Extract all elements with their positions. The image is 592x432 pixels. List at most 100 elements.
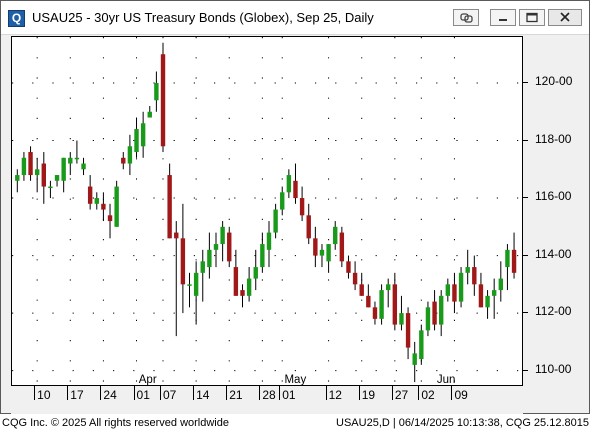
candle <box>313 226 318 268</box>
candle <box>392 272 398 331</box>
candle-body-down <box>313 238 318 256</box>
candle <box>359 272 364 296</box>
candle-body-down <box>339 232 345 262</box>
candle <box>121 152 126 170</box>
price-chart[interactable] <box>11 36 523 386</box>
day-label: 28 <box>262 388 276 402</box>
link-button[interactable] <box>453 9 479 26</box>
candle-body-down <box>478 284 484 308</box>
candle-body-up <box>286 175 292 193</box>
candle-body-up <box>505 249 510 268</box>
day-label: 19 <box>361 388 376 402</box>
day-tick-mark <box>391 385 393 400</box>
day-tick-mark <box>325 385 327 400</box>
chart-window: Q USAU25 - 30yr US Treasury Bonds (Globe… <box>0 0 590 414</box>
y-tick-mark <box>522 197 528 199</box>
day-label: 17 <box>70 388 84 402</box>
candle <box>187 272 192 308</box>
candle <box>478 272 484 308</box>
candlestick-plot <box>12 37 522 385</box>
y-tick-label: 120-00 <box>535 74 573 89</box>
candle-body-up <box>68 157 73 164</box>
candle-body-up <box>319 249 325 256</box>
minimize-button[interactable] <box>490 9 516 26</box>
day-label: 01 <box>282 388 296 402</box>
day-label: 14 <box>196 388 210 402</box>
y-tick-label: 112-00 <box>535 304 572 319</box>
candle-body-down <box>366 295 371 308</box>
candle-body-up <box>246 278 252 296</box>
candle-body-up <box>498 278 504 291</box>
candle <box>134 117 139 158</box>
candle <box>352 261 358 291</box>
candle <box>167 163 172 239</box>
candle <box>28 146 33 181</box>
candle-body-down <box>28 152 33 176</box>
candle-body-down <box>107 215 113 222</box>
candle-body-up <box>425 307 431 331</box>
day-tick-mark <box>133 385 135 400</box>
y-tick-mark <box>522 312 528 314</box>
candle-body-down <box>41 163 46 187</box>
candle <box>432 290 437 331</box>
candle <box>34 157 40 193</box>
candle <box>240 284 245 308</box>
close-button[interactable] <box>548 9 582 26</box>
copyright-text: CQG Inc. © 2025 All rights reserved worl… <box>2 417 229 429</box>
candle-body-up <box>193 272 199 296</box>
day-tick-mark <box>358 385 360 400</box>
candle-body-up <box>48 186 53 189</box>
candle <box>299 186 305 222</box>
candle <box>452 272 457 314</box>
candle <box>114 180 119 227</box>
y-tick-mark <box>522 254 528 256</box>
day-label: 27 <box>394 388 409 402</box>
candle <box>498 261 504 302</box>
day-tick-mark <box>160 385 161 400</box>
candle-body-up <box>399 313 404 325</box>
month-label: Jun <box>436 374 456 386</box>
candle <box>280 186 285 216</box>
candle <box>366 284 371 308</box>
candle-body-up <box>412 353 417 365</box>
candle <box>260 232 265 273</box>
candle <box>213 232 219 268</box>
day-tick-mark <box>226 385 228 400</box>
candle-body-down <box>472 267 477 285</box>
candle <box>491 278 497 319</box>
candle <box>266 221 272 268</box>
day-tick-mark <box>259 385 261 400</box>
candle <box>293 163 298 204</box>
day-label: 21 <box>229 388 243 402</box>
candle-body-up <box>15 175 20 181</box>
candle-body-down <box>174 232 179 239</box>
candle <box>21 152 27 181</box>
candle <box>246 267 252 302</box>
candle-body-down <box>306 215 311 239</box>
candle <box>505 244 510 291</box>
candle-body-up <box>114 186 119 227</box>
candle-body-up <box>260 244 265 268</box>
candle <box>253 249 258 291</box>
candle-body-up <box>134 129 139 153</box>
candle-body-up <box>147 111 152 118</box>
candle-body-up <box>127 146 133 164</box>
candle-body-down <box>346 261 351 273</box>
candle <box>485 290 490 319</box>
candle <box>87 175 93 210</box>
candle <box>180 203 186 314</box>
day-label: 09 <box>454 388 468 402</box>
candle-body-up <box>266 232 272 250</box>
restore-button[interactable] <box>519 9 545 26</box>
title-bar[interactable]: Q USAU25 - 30yr US Treasury Bonds (Globe… <box>1 1 589 35</box>
y-tick-label: 114-00 <box>535 246 572 261</box>
candle-body-up <box>200 261 205 273</box>
candle-body-down <box>359 284 364 296</box>
candle-body-up <box>379 290 384 319</box>
candle-body-down <box>160 54 166 147</box>
day-label: 24 <box>103 388 117 402</box>
candle <box>326 244 331 273</box>
day-tick-mark <box>279 385 281 400</box>
candle <box>15 169 20 193</box>
candle-body-up <box>54 175 60 181</box>
